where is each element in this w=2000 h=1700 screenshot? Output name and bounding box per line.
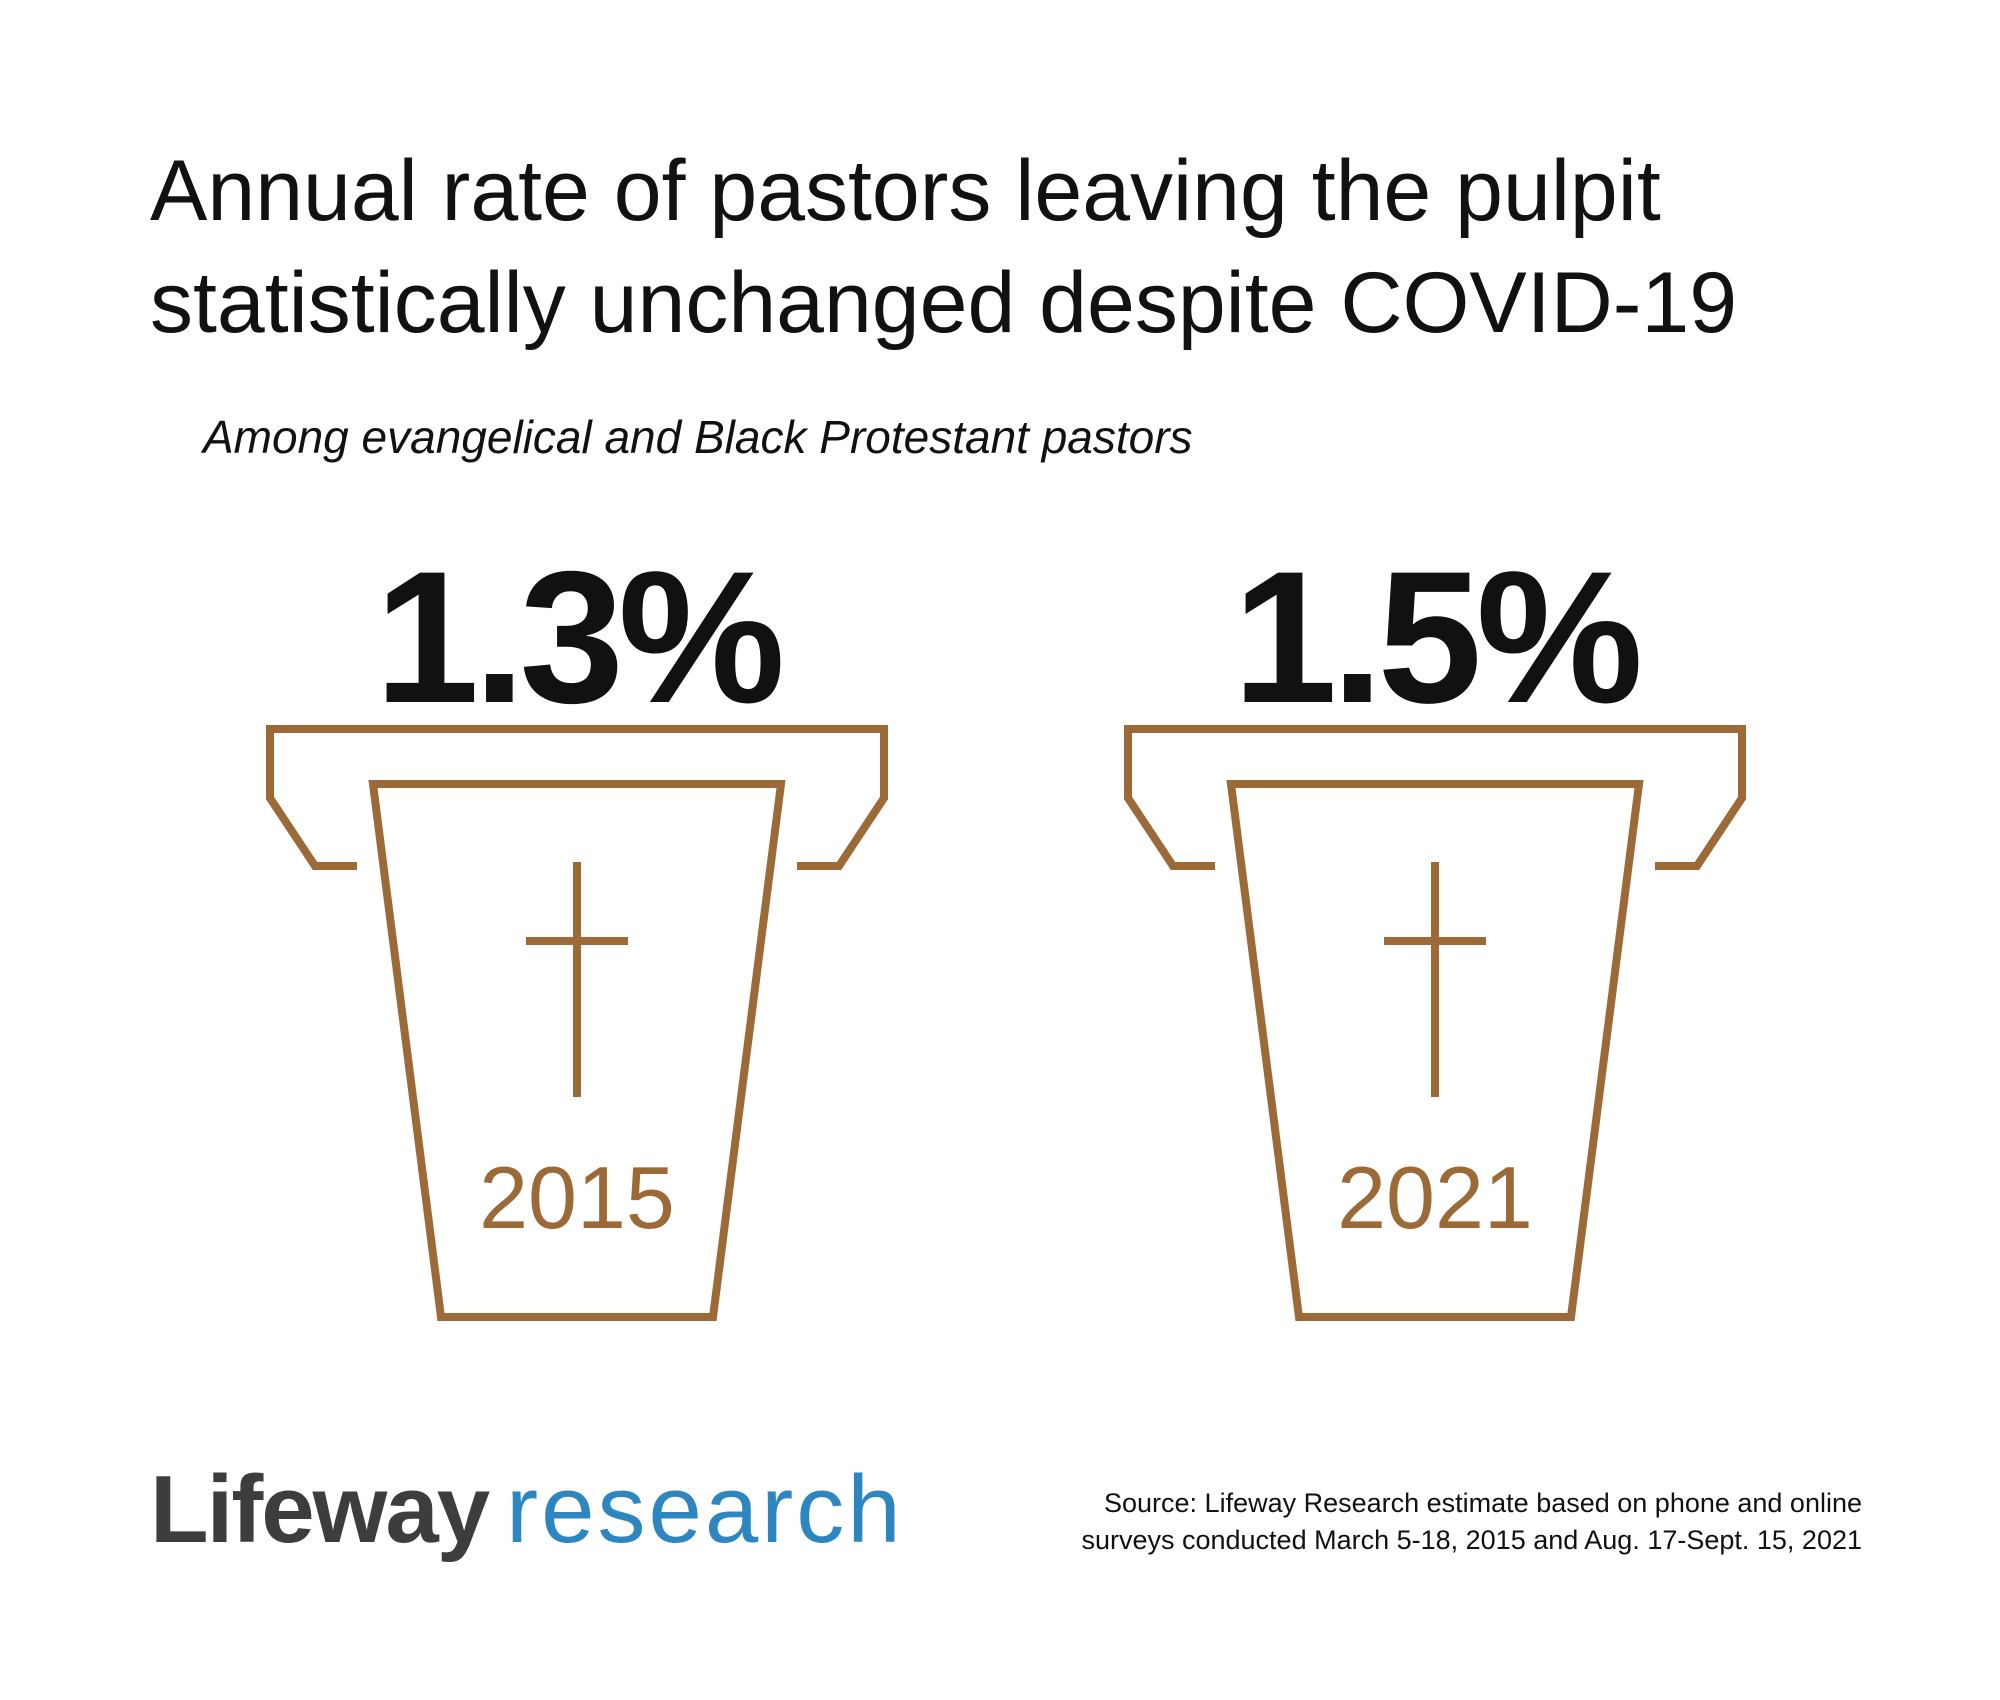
title-line-2: statistically unchanged despite COVID-19 [150, 255, 1738, 351]
pulpit-ledge [266, 725, 888, 870]
pulpit-body [1226, 780, 1644, 1321]
pulpit-body [368, 780, 786, 1321]
value-label: 1.5% [1233, 532, 1639, 742]
source-line-2: surveys conducted March 5-18, 2015 and A… [1081, 1525, 1862, 1555]
source-line-1: Source: Lifeway Research estimate based … [1104, 1488, 1862, 1518]
category-label: 2021 [1337, 1148, 1533, 1247]
title-line-1: Annual rate of pastors leaving the pulpi… [150, 143, 1661, 239]
lifeway-research-logo: Lifeway research [150, 1455, 904, 1565]
logo-sub: research [506, 1456, 904, 1563]
value-label: 1.3% [375, 532, 781, 742]
logo-brand: Lifeway [150, 1456, 490, 1563]
pulpit-ledge [1124, 725, 1746, 870]
category-label: 2015 [479, 1148, 675, 1247]
source-note: Source: Lifeway Research estimate based … [962, 1485, 1862, 1559]
chart-title: Annual rate of pastors leaving the pulpi… [150, 135, 1910, 359]
chart-subtitle: Among evangelical and Black Protestant p… [203, 411, 1193, 463]
